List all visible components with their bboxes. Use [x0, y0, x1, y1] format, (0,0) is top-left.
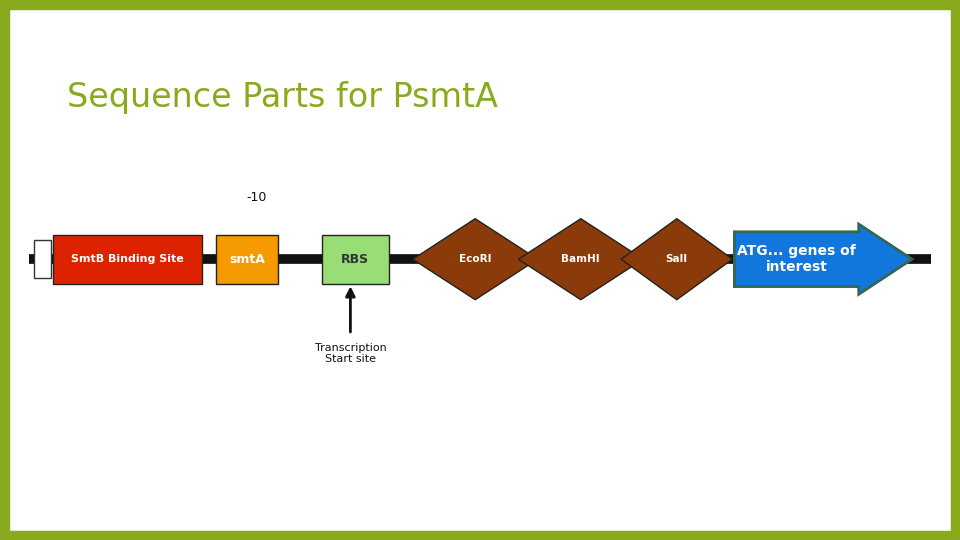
Text: smtA: smtA — [229, 253, 265, 266]
Text: SmtB Binding Site: SmtB Binding Site — [71, 254, 183, 264]
Text: ATG... genes of
interest: ATG... genes of interest — [737, 244, 856, 274]
Text: BamHI: BamHI — [562, 254, 600, 264]
FancyBboxPatch shape — [34, 240, 51, 278]
Polygon shape — [518, 219, 643, 300]
Text: SalI: SalI — [665, 254, 688, 264]
Text: Sequence Parts for PsmtA: Sequence Parts for PsmtA — [67, 80, 498, 114]
Text: Transcription
Start site: Transcription Start site — [315, 343, 386, 364]
Text: -10: -10 — [246, 191, 267, 204]
Text: RBS: RBS — [341, 253, 370, 266]
Polygon shape — [734, 224, 912, 294]
Text: EcoRI: EcoRI — [459, 254, 492, 264]
Polygon shape — [621, 219, 732, 300]
FancyBboxPatch shape — [216, 235, 278, 284]
FancyBboxPatch shape — [53, 235, 202, 284]
Polygon shape — [413, 219, 538, 300]
FancyBboxPatch shape — [322, 235, 389, 284]
